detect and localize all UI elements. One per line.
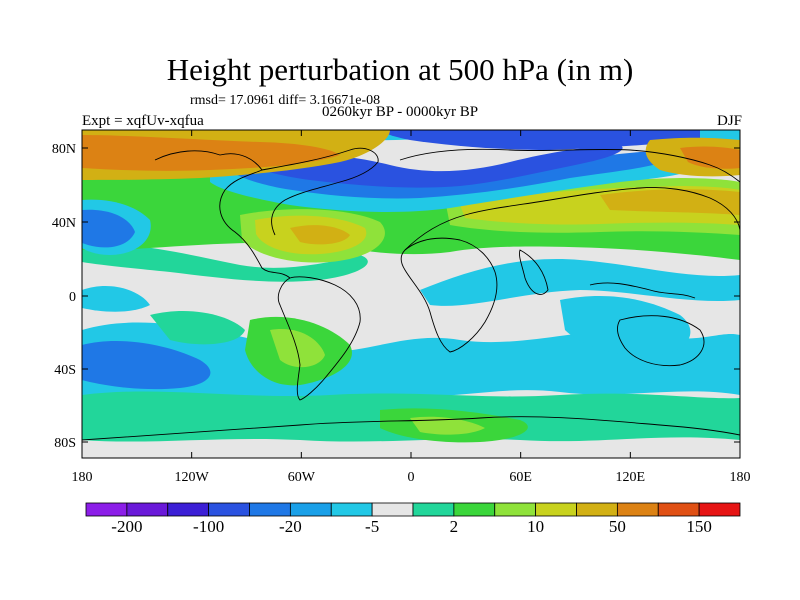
- lat-label: 40S: [54, 363, 76, 378]
- indian-ocean-cyan: [560, 295, 691, 356]
- stats-line: rmsd= 17.0961 diff= 3.16671e-08: [190, 93, 381, 108]
- subtropical-green-west: [82, 244, 368, 282]
- arctic-low: [380, 130, 700, 150]
- lon-label: 120W: [175, 470, 210, 485]
- lat-label: 80S: [54, 436, 76, 451]
- colorbar-swatch: [698, 502, 741, 517]
- colorbar-swatch: [657, 502, 700, 517]
- colorbar-swatch: [453, 502, 496, 517]
- colorbar-swatch: [126, 502, 169, 517]
- colorbar-label: -200: [111, 517, 143, 536]
- coastlines: [82, 147, 740, 441]
- north-america-coast: [154, 150, 291, 279]
- colorbar-swatch: [330, 502, 373, 517]
- atlantic-ridge-peak: [290, 225, 350, 245]
- colorbar-swatch: [371, 502, 414, 517]
- colorbar-label: 2: [449, 517, 459, 536]
- south-pacific-green: [150, 310, 245, 345]
- maritime-continent: [589, 282, 696, 299]
- colorbar-swatch: [289, 502, 332, 517]
- tropical-cyan-belt: [420, 259, 740, 306]
- period-label: 0260kyr BP - 0000kyr BP: [322, 104, 479, 120]
- colorbar-swatch: [249, 502, 291, 517]
- colorbar-swatch: [208, 502, 250, 517]
- experiment-label: Expt = xqfUv-xqfua: [82, 113, 204, 129]
- longitude-axis: 180 120W 60W 0 60E 120E 180: [72, 130, 751, 485]
- colorbar-swatch: [616, 502, 659, 517]
- latitude-axis: 80N 40N 0 40S 80S: [52, 142, 740, 451]
- eurasia-south-coast: [404, 187, 740, 251]
- colorbar-swatch: [412, 502, 455, 517]
- colorbar-label: 50: [608, 517, 626, 536]
- colorbar-swatch: [535, 502, 577, 517]
- south-pacific-low: [82, 340, 211, 390]
- lat-label: 40N: [52, 216, 76, 231]
- colorbar-swatch: [576, 502, 618, 517]
- colorbar-label: 150: [686, 517, 712, 536]
- south-america-coast: [277, 276, 361, 401]
- colorbar-swatch: [85, 502, 128, 517]
- polar-trough-deep: [250, 145, 623, 188]
- lat-label: 80N: [52, 142, 76, 157]
- colorbar: [85, 502, 741, 517]
- east-pacific-cyan: [82, 285, 150, 312]
- africa-coast: [400, 237, 498, 353]
- siberia-high-core: [680, 146, 740, 169]
- colorbar-label: -100: [193, 517, 225, 536]
- india-coast: [519, 249, 549, 295]
- lon-label: 120E: [616, 470, 646, 485]
- lon-label: 60E: [509, 470, 532, 485]
- lon-label: 180: [72, 470, 93, 485]
- colorbar-swatch: [494, 502, 537, 517]
- antarctic-yellow-patch: [410, 416, 485, 435]
- lon-label: 0: [408, 470, 415, 485]
- colorbar-label: -5: [365, 517, 380, 536]
- colorbar-swatch: [167, 502, 210, 517]
- lon-label: 180: [730, 470, 751, 485]
- south-atlantic-high-core: [270, 329, 325, 368]
- australia-coast: [617, 315, 705, 367]
- lat-label: 0: [69, 290, 76, 305]
- lon-label: 60W: [288, 470, 316, 485]
- season-label: DJF: [716, 113, 742, 129]
- contour-field: [82, 130, 740, 458]
- colorbar-label: 10: [527, 517, 545, 536]
- colorbar-label: -20: [279, 517, 302, 536]
- greenland-canada-coast: [261, 147, 379, 236]
- plot-title: Height perturbation at 500 hPa (in m): [166, 52, 634, 87]
- antarctica-coast: [82, 416, 740, 441]
- eurasia-north-coast: [399, 148, 740, 183]
- north-pacific-low: [82, 209, 135, 248]
